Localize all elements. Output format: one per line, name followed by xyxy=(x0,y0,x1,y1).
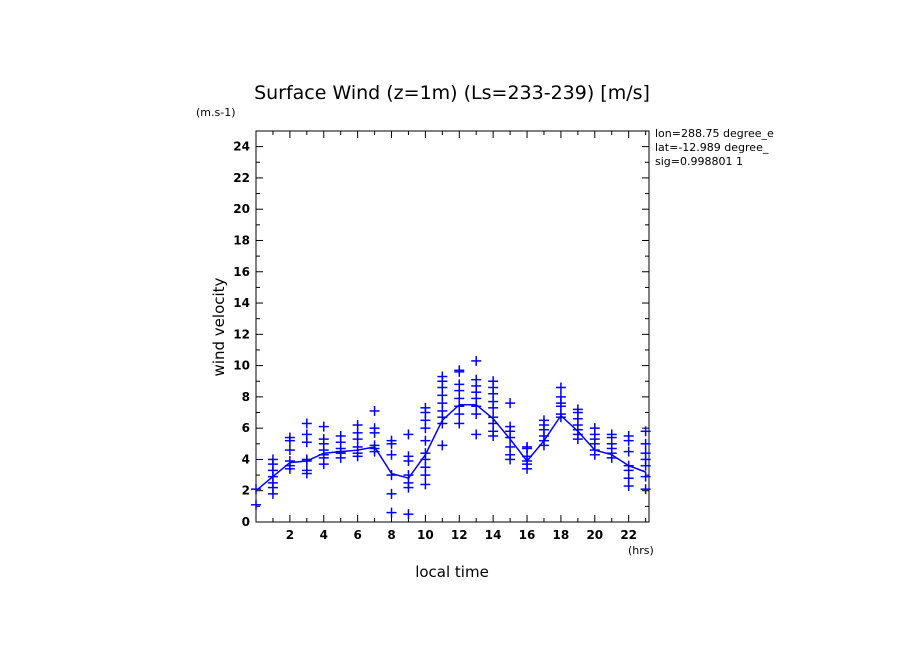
x-tick-label: 4 xyxy=(320,528,328,542)
plus-marker xyxy=(352,420,363,431)
plus-marker xyxy=(284,432,295,443)
plus-marker xyxy=(386,507,397,518)
plus-marker xyxy=(589,423,600,434)
plus-marker xyxy=(386,449,397,460)
plus-marker xyxy=(284,456,295,467)
plus-marker xyxy=(369,440,380,451)
plus-marker xyxy=(420,479,431,490)
plus-marker xyxy=(623,460,634,471)
plus-marker xyxy=(640,438,651,449)
plus-marker xyxy=(454,365,465,376)
plus-marker xyxy=(335,430,346,441)
y-unit-label: (m.s-1) xyxy=(196,106,236,119)
plus-marker xyxy=(301,418,312,429)
x-tick-label: 12 xyxy=(451,528,468,542)
x-tick-label: 6 xyxy=(353,528,361,542)
plus-marker xyxy=(403,429,414,440)
x-axis-title: local time xyxy=(415,563,489,581)
plus-marker xyxy=(606,429,617,440)
x-unit-label: (hrs) xyxy=(628,544,654,557)
y-tick-label: 0 xyxy=(242,515,250,529)
plus-marker xyxy=(505,441,516,452)
plus-marker xyxy=(301,465,312,476)
plus-marker xyxy=(420,402,431,413)
chart-title: Surface Wind (z=1m) (Ls=233-239) [m/s] xyxy=(254,82,650,104)
plus-marker xyxy=(505,421,516,432)
plus-marker xyxy=(318,421,329,432)
plus-marker xyxy=(555,382,566,393)
plus-marker xyxy=(386,470,397,481)
plus-marker xyxy=(420,435,431,446)
plus-marker xyxy=(640,448,651,459)
plus-marker xyxy=(623,446,634,457)
plus-marker xyxy=(301,429,312,440)
plus-marker xyxy=(403,509,414,520)
y-tick-label: 4 xyxy=(242,452,250,466)
plus-marker xyxy=(640,426,651,437)
info-lon: lon=288.75 degree_e xyxy=(655,127,774,140)
plus-marker xyxy=(386,488,397,499)
data-marks xyxy=(251,355,651,520)
y-tick-label: 16 xyxy=(233,265,250,279)
plus-marker xyxy=(572,404,583,415)
plus-marker xyxy=(318,434,329,445)
plus-marker xyxy=(454,379,465,390)
plus-marker xyxy=(386,435,397,446)
x-tick-label: 20 xyxy=(586,528,603,542)
plus-marker xyxy=(369,423,380,434)
plus-marker xyxy=(471,355,482,366)
y-tick-label: 14 xyxy=(233,296,250,310)
y-tick-label: 18 xyxy=(233,233,250,247)
plus-marker xyxy=(420,448,431,459)
y-tick-label: 22 xyxy=(233,171,250,185)
plus-marker xyxy=(471,374,482,385)
x-tick-label: 18 xyxy=(553,528,570,542)
plus-marker xyxy=(454,418,465,429)
plus-marker xyxy=(471,429,482,440)
plus-marker xyxy=(623,430,634,441)
y-tick-label: 2 xyxy=(242,484,250,498)
x-tick-label: 2 xyxy=(286,528,294,542)
plus-marker xyxy=(251,499,261,510)
plus-marker xyxy=(505,398,516,409)
x-tick-label: 14 xyxy=(485,528,502,542)
y-tick-label: 6 xyxy=(242,421,250,435)
plot-frame xyxy=(255,130,650,523)
plus-marker xyxy=(538,415,549,426)
x-tick-label: 16 xyxy=(519,528,536,542)
y-tick-label: 24 xyxy=(233,140,250,154)
plus-marker xyxy=(403,470,414,481)
info-lat: lat=-12.989 degree_ xyxy=(655,141,769,154)
plus-marker xyxy=(437,371,448,382)
x-tick-label: 10 xyxy=(417,528,434,542)
plus-marker xyxy=(267,454,278,465)
plus-marker xyxy=(437,440,448,451)
info-sig: sig=0.998801 1 xyxy=(655,155,743,168)
y-tick-label: 10 xyxy=(233,359,250,373)
x-tick-label: 8 xyxy=(387,528,395,542)
plus-marker xyxy=(284,445,295,456)
plus-marker xyxy=(488,376,499,387)
y-tick-label: 8 xyxy=(242,390,250,404)
y-tick-label: 20 xyxy=(233,202,250,216)
mean-wind-line xyxy=(255,403,646,492)
y-axis-title: wind velocity xyxy=(210,277,228,376)
plus-marker xyxy=(251,484,261,495)
x-tick-label: 22 xyxy=(620,528,637,542)
plus-marker xyxy=(555,391,566,402)
plus-marker xyxy=(369,405,380,416)
plus-marker xyxy=(403,451,414,462)
plus-marker xyxy=(522,441,533,452)
plus-marker xyxy=(301,454,312,465)
plus-marker xyxy=(640,484,651,495)
plus-marker xyxy=(488,412,499,423)
y-tick-label: 12 xyxy=(233,327,250,341)
plus-marker xyxy=(640,471,651,482)
